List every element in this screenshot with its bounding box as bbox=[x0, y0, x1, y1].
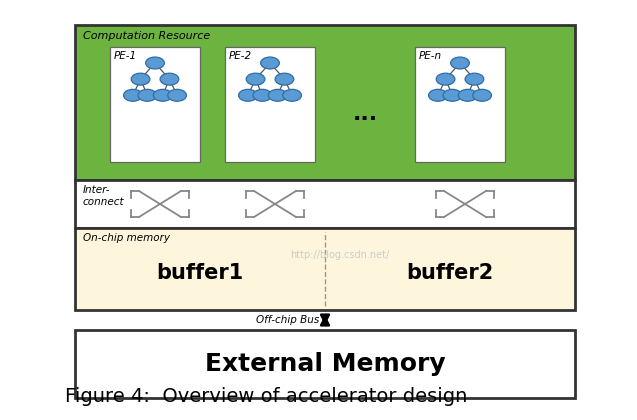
Ellipse shape bbox=[458, 89, 477, 101]
Text: buffer2: buffer2 bbox=[406, 263, 494, 283]
Text: buffer1: buffer1 bbox=[156, 263, 243, 283]
Ellipse shape bbox=[275, 73, 294, 85]
Text: ...: ... bbox=[352, 103, 378, 123]
FancyBboxPatch shape bbox=[225, 47, 315, 162]
Text: External Memory: External Memory bbox=[204, 352, 445, 376]
Ellipse shape bbox=[436, 73, 455, 85]
Ellipse shape bbox=[238, 89, 257, 101]
Ellipse shape bbox=[261, 57, 280, 69]
Ellipse shape bbox=[465, 73, 483, 85]
Ellipse shape bbox=[146, 57, 164, 69]
Ellipse shape bbox=[138, 89, 157, 101]
FancyBboxPatch shape bbox=[110, 47, 200, 162]
Text: http://blog.csdn.net/: http://blog.csdn.net/ bbox=[290, 250, 390, 260]
Text: Computation Resource: Computation Resource bbox=[83, 31, 210, 41]
FancyBboxPatch shape bbox=[415, 47, 505, 162]
Ellipse shape bbox=[246, 73, 265, 85]
Text: Figure 4:  Overview of accelerator design: Figure 4: Overview of accelerator design bbox=[65, 387, 468, 406]
Ellipse shape bbox=[268, 89, 287, 101]
Ellipse shape bbox=[160, 73, 179, 85]
FancyBboxPatch shape bbox=[75, 330, 575, 398]
Text: Inter-
connect: Inter- connect bbox=[83, 185, 125, 207]
FancyBboxPatch shape bbox=[75, 180, 575, 228]
Ellipse shape bbox=[124, 89, 142, 101]
Ellipse shape bbox=[253, 89, 272, 101]
Text: On-chip memory: On-chip memory bbox=[83, 233, 170, 243]
Text: PE-1: PE-1 bbox=[114, 51, 137, 61]
Ellipse shape bbox=[168, 89, 187, 101]
Text: Off-chip Bus: Off-chip Bus bbox=[255, 315, 319, 325]
Ellipse shape bbox=[154, 89, 172, 101]
Ellipse shape bbox=[429, 89, 447, 101]
Text: PE-n: PE-n bbox=[419, 51, 442, 61]
FancyBboxPatch shape bbox=[75, 25, 575, 180]
Ellipse shape bbox=[473, 89, 492, 101]
Ellipse shape bbox=[131, 73, 150, 85]
Text: PE-2: PE-2 bbox=[229, 51, 252, 61]
Ellipse shape bbox=[283, 89, 301, 101]
Ellipse shape bbox=[443, 89, 462, 101]
FancyBboxPatch shape bbox=[75, 228, 575, 310]
Ellipse shape bbox=[450, 57, 469, 69]
